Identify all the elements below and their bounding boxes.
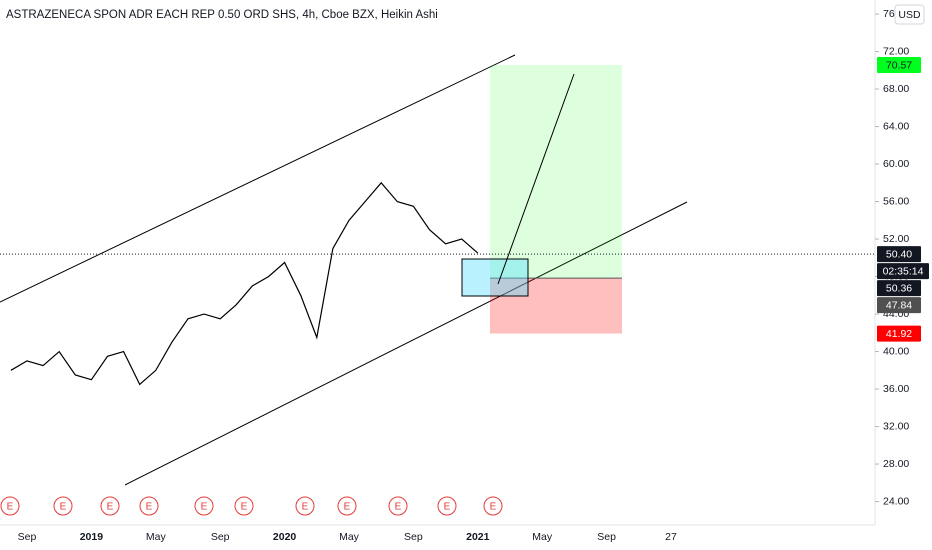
- x-tick-label: 27: [665, 531, 677, 543]
- price-tag: [877, 325, 921, 342]
- x-tick-label: Sep: [18, 531, 37, 543]
- earnings-label: E: [107, 502, 114, 513]
- y-tick-label: 68.00: [883, 83, 909, 95]
- x-tick-label: 2021: [466, 531, 490, 543]
- y-tick-label: 24.00: [883, 495, 909, 507]
- earnings-label: E: [241, 502, 248, 513]
- earnings-label: E: [201, 502, 208, 513]
- y-tick-label: 52.00: [883, 233, 909, 245]
- earnings-label: E: [302, 502, 309, 513]
- earnings-marker: [337, 496, 357, 516]
- earnings-label: E: [444, 502, 451, 513]
- earnings-marker: [100, 496, 120, 516]
- x-tick-label: 2019: [80, 531, 104, 543]
- currency-label: USD: [898, 9, 921, 21]
- price-tag: [877, 56, 921, 73]
- price-tag-label: 70.57: [886, 59, 912, 71]
- channel-upper: [0, 54, 516, 303]
- earnings-marker: [139, 496, 159, 516]
- x-tick-label: May: [339, 531, 360, 543]
- price-tag: [877, 280, 921, 297]
- earnings-marker: [388, 496, 408, 516]
- chart-title: ASTRAZENECA SPON ADR EACH REP 0.50 ORD S…: [6, 9, 438, 21]
- earnings-marker: [483, 496, 503, 516]
- x-tick-label: May: [146, 531, 167, 543]
- earnings-marker: [234, 496, 254, 516]
- target-zone: [490, 64, 622, 279]
- x-tick-label: May: [532, 531, 553, 543]
- y-tick-label: 60.00: [883, 158, 909, 170]
- y-tick-label: 32.00: [883, 420, 909, 432]
- earnings-marker: [295, 496, 315, 516]
- y-tick-label: 28.00: [883, 458, 909, 470]
- channel-lower: [124, 201, 688, 486]
- countdown-tag: [877, 263, 929, 280]
- earnings-label: E: [60, 502, 67, 513]
- x-tick-label: Sep: [404, 531, 423, 543]
- price-tag-label: 41.92: [886, 328, 912, 340]
- currency-button: [894, 4, 925, 25]
- countdown-label: 02:35:14: [883, 265, 924, 277]
- zone-box: [461, 258, 529, 297]
- price-tag-label: 47.84: [886, 299, 912, 311]
- price-tag: [877, 246, 921, 263]
- price-line: [10, 181, 479, 386]
- y-tick-label: 72.00: [883, 45, 909, 57]
- stop-zone: [490, 278, 622, 334]
- projection: [497, 73, 575, 285]
- y-tick-label: 56.00: [883, 195, 909, 207]
- x-tick-label: Sep: [211, 531, 230, 543]
- earnings-label: E: [7, 502, 14, 513]
- earnings-marker: [53, 496, 73, 516]
- y-tick-label: 64.00: [883, 120, 909, 132]
- earnings-marker: [0, 496, 20, 516]
- earnings-marker: [194, 496, 214, 516]
- y-tick-label: 36.00: [883, 383, 909, 395]
- drawings: [0, 54, 688, 486]
- y-tick-label: 40.00: [883, 345, 909, 357]
- price-tag-label: 50.40: [886, 248, 912, 260]
- price-tag-label: 50.36: [886, 282, 912, 294]
- x-tick-label: 2020: [273, 531, 297, 543]
- earnings-label: E: [146, 502, 153, 513]
- earnings-label: E: [395, 502, 402, 513]
- earnings-marker: [437, 496, 457, 516]
- x-tick-label: Sep: [597, 531, 616, 543]
- earnings-label: E: [490, 502, 497, 513]
- earnings-label: E: [344, 502, 351, 513]
- price-tag: [877, 297, 921, 314]
